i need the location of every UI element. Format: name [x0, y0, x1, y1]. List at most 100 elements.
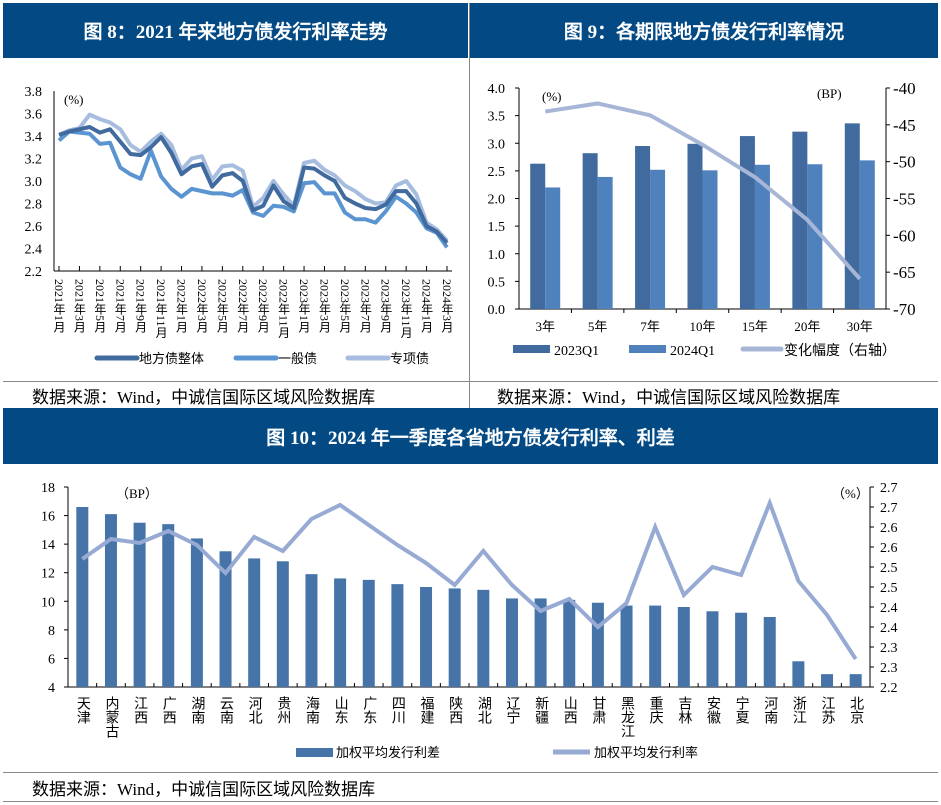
- figure-9-title: 图 9：各期限地方债发行利率情况: [470, 3, 938, 58]
- fig8-legend-label: 地方债整体: [139, 351, 204, 366]
- fig8-unit-label: (%): [64, 92, 84, 107]
- fig9-change-line: [544, 101, 862, 281]
- fig10-legend-swatch: [296, 748, 333, 757]
- fig8-x-tick-label: 2022年7月: [236, 279, 250, 334]
- figure-9-source: 数据来源：Wind，中诚信国际区域风险数据库: [497, 388, 841, 407]
- fig10-x-tick-label: 吉林: [676, 696, 692, 724]
- fig8-legend-label: 一般债: [278, 351, 317, 366]
- figure-10-title: 图 10：2024 年一季度各省地方债发行利率、利差: [3, 408, 938, 464]
- fig9-y-tick-label: 3.5: [488, 110, 506, 125]
- fig10-y2-tick-label: 2.2: [880, 681, 898, 696]
- fig9-legend-swatch: [513, 345, 550, 353]
- fig9-y-tick-label: 0.0: [488, 303, 506, 318]
- fig9-y2-tick-label: -40: [893, 79, 916, 98]
- fig8-x-tick-label: 2022年1月: [175, 279, 189, 334]
- fig8-x-tick-label: 2023年3月: [317, 279, 331, 334]
- fig10-y2-tick-label: 2.3: [880, 661, 898, 676]
- fig8-x-tick-label: 2021年7月: [113, 279, 127, 334]
- fig10-spread-bar: [821, 674, 834, 687]
- fig9-y-tick-label: 4.0: [488, 82, 506, 97]
- fig10-y2-tick-label: 2.3: [880, 641, 898, 656]
- fig10-spread-bar: [362, 579, 375, 687]
- fig9-legend-label: 变化幅度（右轴）: [784, 343, 896, 359]
- fig8-x-tick-label: 2021年5月: [93, 279, 107, 334]
- fig8-x-tick-label: 2023年11月: [399, 279, 413, 339]
- fig10-spread-bar: [591, 602, 604, 687]
- fig10-spread-bar: [420, 587, 433, 687]
- fig8-x-tick-label: 2021年11月: [154, 279, 168, 339]
- fig10-spread-bar: [391, 584, 404, 687]
- fig10-right-unit-label: （%）: [832, 486, 869, 501]
- fig9-y2-tick-label: -45: [893, 116, 916, 135]
- fig8-y-tick-label: 3.2: [25, 153, 43, 168]
- fig10-spread-bar: [505, 598, 518, 687]
- fig8-x-tick-label: 2024年3月: [440, 279, 454, 334]
- fig9-bar-2023Q1: [530, 163, 546, 309]
- fig10-x-tick-label: 北京: [848, 696, 864, 724]
- fig10-y-tick-label: 14: [41, 538, 55, 553]
- fig10-x-tick-label: 江苏: [820, 696, 836, 725]
- fig9-bar-2024Q1: [807, 164, 823, 309]
- fig9-x-tick-label: 5年: [588, 319, 608, 334]
- fig9-legend-label: 2023Q1: [554, 344, 599, 359]
- fig9-y2-tick-label: -55: [893, 190, 916, 209]
- fig9-x-tick-label: 3年: [535, 319, 555, 334]
- fig9-bar-2024Q1: [545, 187, 561, 309]
- fig10-x-tick-label: 贵州: [275, 696, 291, 724]
- fig10-y-tick-label: 4: [48, 681, 55, 696]
- fig10-x-tick-label: 河南: [762, 696, 778, 724]
- fig8-x-tick-label: 2022年9月: [256, 279, 270, 334]
- fig10-spread-bar: [305, 574, 318, 687]
- fig10-spread-bar: [735, 612, 748, 687]
- fig9-right-unit-label: (BP): [817, 86, 842, 101]
- fig8-y-tick-label: 3.6: [25, 108, 43, 123]
- figure-8-title: 图 8：2021 年来地方债发行利率走势: [3, 3, 468, 58]
- fig10-legend-label: 加权平均发行利差: [336, 745, 440, 760]
- fig8-x-tick-label: 2021年1月: [52, 279, 66, 334]
- fig10-spread-bar: [448, 588, 461, 687]
- fig10-spread-bar: [104, 514, 117, 687]
- fig9-bar-2024Q1: [702, 170, 718, 309]
- figure-10-source: 数据来源：Wind，中诚信国际区域风险数据库: [32, 780, 376, 799]
- fig9-y-tick-label: 0.5: [488, 275, 506, 290]
- fig10-spread-bar: [162, 524, 175, 687]
- fig10-spread-bar: [849, 674, 862, 687]
- fig10-x-tick-label: 山西: [562, 696, 578, 724]
- fig10-spread-bar: [677, 607, 690, 687]
- fig10-y-tick-label: 10: [41, 595, 55, 610]
- fig10-y-tick-label: 8: [48, 624, 55, 639]
- fig10-y-tick-label: 16: [41, 510, 55, 525]
- fig10-y2-tick-label: 2.7: [880, 481, 898, 496]
- fig10-y-tick-label: 18: [41, 481, 55, 496]
- fig10-x-tick-label: 内蒙古: [103, 696, 119, 738]
- fig10-y-tick-label: 12: [41, 567, 55, 582]
- fig10-x-tick-label: 甘肃: [590, 696, 606, 724]
- fig10-spread-bar: [334, 578, 347, 687]
- fig10-spread-bar: [563, 599, 576, 687]
- fig10-spread-bar: [248, 558, 261, 687]
- fig10-spread-bar: [534, 598, 547, 687]
- fig8-y-tick-label: 3.8: [25, 85, 43, 100]
- fig8-series-line: [57, 129, 449, 249]
- fig10-x-tick-label: 重庆: [648, 696, 664, 724]
- fig10-x-tick-label: 广东: [361, 696, 377, 724]
- fig8-y-tick-label: 2.8: [25, 198, 43, 213]
- fig10-legend-label: 加权平均发行利率: [594, 745, 698, 760]
- fig10-spread-bar: [276, 561, 289, 687]
- fig10-rate-line: [81, 497, 858, 661]
- fig10-x-tick-label: 云南: [218, 696, 234, 724]
- fig8-x-tick-label: 2022年11月: [277, 279, 291, 339]
- fig10-x-tick-label: 江西: [132, 696, 148, 724]
- fig9-y-tick-label: 3.0: [488, 137, 506, 152]
- fig10-y2-tick-label: 2.5: [880, 581, 898, 596]
- fig9-y2-tick-label: -70: [893, 300, 916, 319]
- fig8-x-tick-label: 2024年1月: [420, 279, 434, 334]
- fig10-x-tick-label: 宁夏: [734, 695, 750, 724]
- fig10-x-tick-label: 湖南: [189, 696, 205, 724]
- fig9-legend-swatch: [629, 345, 666, 353]
- fig8-x-tick-label: 2022年3月: [195, 279, 209, 334]
- fig10-spread-bar: [792, 661, 805, 687]
- fig10-spread-bar: [219, 551, 232, 687]
- fig9-x-tick-label: 10年: [689, 319, 715, 334]
